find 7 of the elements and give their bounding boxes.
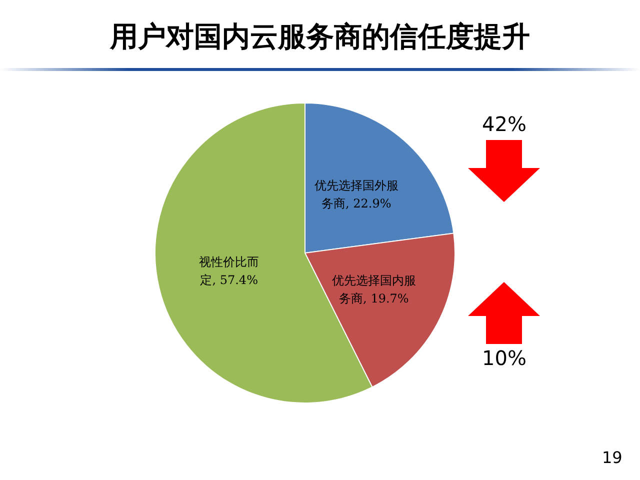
slice-label: 优先选择国内服务商, 19.7% bbox=[332, 274, 416, 306]
chart-title: 用户对国内云服务商的信任度提升 bbox=[108, 19, 531, 55]
text: 19 bbox=[602, 448, 622, 467]
slice-label: 优先选择国外服务商, 22.9% bbox=[314, 178, 398, 210]
text: 42% bbox=[482, 112, 526, 136]
slice-label: 视性价比而定, 57.4% bbox=[199, 254, 260, 287]
text: 10% bbox=[482, 346, 526, 370]
